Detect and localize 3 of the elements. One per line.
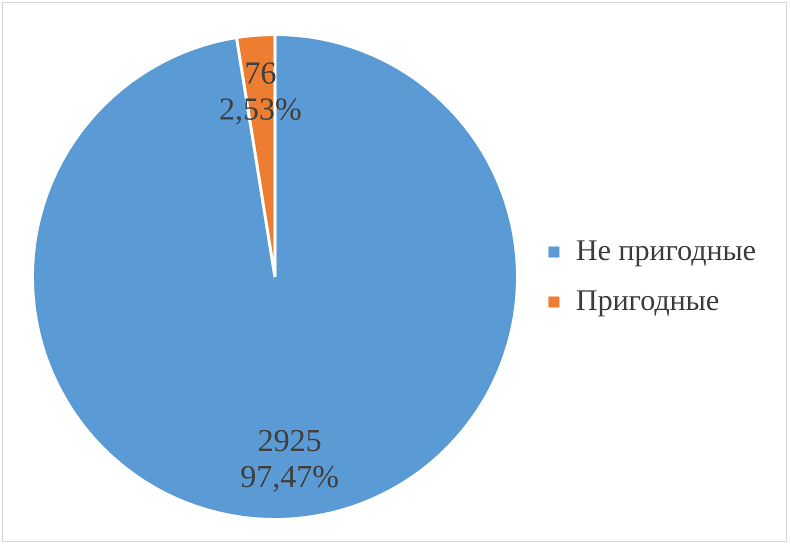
legend-label: Пригодные [576, 284, 720, 317]
legend-label: Не пригодные [576, 234, 756, 267]
data-label: 2925 97,47% [240, 422, 339, 494]
